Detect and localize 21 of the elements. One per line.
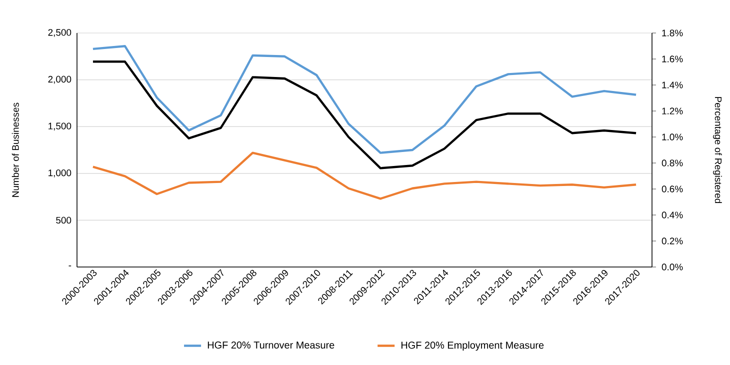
- line-series: [92, 45, 638, 154]
- y-tick-label: 1,000: [48, 169, 72, 178]
- y-axis-title: Number of Businesses: [12, 102, 19, 197]
- y-tick-label: 2,000: [48, 76, 72, 84]
- y-tick-label: 500: [56, 216, 72, 224]
- y-tick-label: 2,500: [48, 29, 72, 37]
- y2-tick-label: 0.8%: [662, 160, 683, 166]
- y2-tick-label: 1.4%: [662, 82, 683, 88]
- y2-tick-label: 0.2%: [662, 238, 683, 244]
- y2-tick-label: 0.0%: [662, 264, 683, 270]
- legend-label: HGF 20% Employment Measure: [401, 341, 544, 351]
- legend-label: HGF 20% Turnover Measure: [208, 342, 334, 349]
- y2-tick-label: 1.2%: [662, 108, 683, 114]
- y-tick-label: 1,500: [48, 122, 72, 131]
- line-series: [92, 60, 638, 170]
- y2-axis-title: Percentage of Registered: [713, 97, 722, 204]
- y2-tick-label: 1.6%: [662, 56, 683, 62]
- y2-tick-label: 1.8%: [662, 30, 683, 36]
- y2-tick-label: 0.4%: [662, 212, 683, 218]
- y2-tick-label: 1.0%: [662, 134, 683, 140]
- y2-tick-label: 0.6%: [662, 186, 683, 192]
